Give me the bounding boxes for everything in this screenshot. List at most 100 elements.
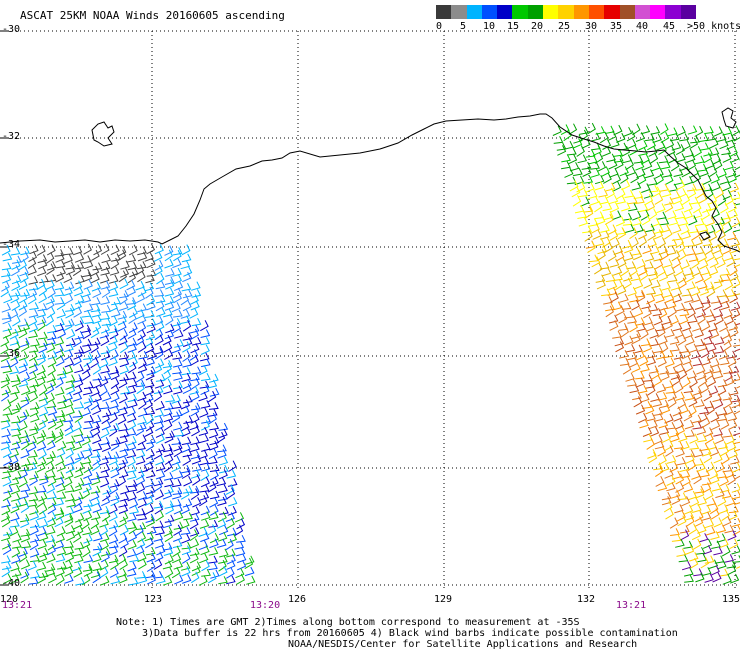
wind-barb [57, 370, 67, 380]
wind-barb [208, 547, 219, 556]
wind-barb [675, 538, 685, 548]
wind-barb [643, 374, 653, 382]
wind-barb [191, 402, 201, 411]
wind-barb [38, 258, 48, 270]
wind-barb [102, 485, 112, 495]
wind-barb [183, 266, 193, 277]
wind-barb [200, 329, 211, 338]
wind-barb [704, 573, 714, 583]
wind-barb [722, 181, 732, 192]
wind-barb [653, 287, 664, 297]
wind-barb [101, 371, 112, 382]
wind-barb [0, 351, 10, 362]
wind-barb [182, 289, 193, 299]
wind-barb [681, 139, 691, 151]
wind-barb [145, 342, 155, 354]
lat-label: -38 [2, 462, 21, 473]
wind-barb [568, 123, 578, 135]
wind-barb [629, 321, 638, 333]
wind-barb [635, 195, 645, 205]
wind-barb [173, 371, 183, 381]
wind-barb [135, 545, 145, 556]
wind-barb [226, 559, 236, 570]
wind-barb [633, 396, 643, 408]
wind-barb [665, 138, 675, 150]
wind-barb [181, 436, 192, 446]
wind-barb [154, 538, 165, 549]
wind-barb [108, 545, 118, 556]
wind-barb [63, 320, 73, 332]
wind-barb [642, 244, 652, 255]
wind-barb [72, 482, 83, 492]
wind-barb [610, 291, 619, 303]
wind-barb [732, 426, 740, 436]
wind-barb [156, 307, 166, 317]
wind-barb [29, 244, 39, 255]
wind-barb [182, 383, 192, 395]
wind-barb [137, 321, 147, 333]
wind-barb [137, 251, 148, 262]
wind-barb [705, 216, 716, 227]
wind-barb [694, 246, 705, 255]
wind-barb [101, 286, 111, 298]
colorbar-segment [497, 5, 513, 19]
wind-barb [658, 454, 667, 466]
wind-barb [18, 378, 29, 387]
island [91, 121, 115, 147]
wind-barb [108, 324, 119, 334]
wind-barb [137, 303, 147, 313]
wind-barb [730, 152, 740, 163]
wind-barb [198, 364, 208, 376]
wind-barb [210, 569, 220, 579]
wind-barb [99, 401, 110, 410]
wind-barb [47, 331, 57, 341]
wind-barb [723, 339, 732, 352]
wind-barb [20, 448, 30, 459]
wind-barb [47, 544, 56, 556]
wind-barb [155, 300, 165, 312]
wind-barb [640, 125, 651, 135]
wind-barb [128, 244, 138, 256]
wind-barb [28, 309, 39, 318]
wind-barb [64, 281, 75, 291]
wind-barb [38, 503, 48, 515]
wind-barb [2, 561, 12, 570]
wind-barb [128, 398, 138, 409]
wind-barb [717, 495, 727, 507]
wind-barb [189, 307, 199, 319]
wind-barb [181, 253, 192, 263]
wind-barb [612, 266, 623, 276]
wind-barb [55, 533, 65, 543]
wind-barb [38, 331, 48, 340]
wind-barb [692, 414, 702, 424]
wind-barb [165, 323, 175, 334]
wind-barb [145, 274, 155, 284]
wind-barb [698, 193, 707, 204]
wind-barb [693, 236, 703, 247]
wind-barb [708, 165, 718, 178]
colorbar-label: 5 [460, 21, 467, 32]
wind-barb [90, 496, 101, 507]
wind-barb [18, 292, 28, 304]
lon-label: 129 [434, 594, 453, 605]
wind-barb [156, 272, 165, 285]
wind-barb [190, 405, 200, 417]
wind-barb [118, 406, 128, 417]
wind-barb [182, 341, 191, 353]
wind-barb [92, 314, 102, 325]
wind-barb [703, 337, 713, 346]
wind-barb [144, 490, 155, 500]
wind-barb [1, 539, 12, 550]
wind-barb [162, 443, 173, 453]
wind-barb [45, 294, 55, 305]
wind-barb [108, 356, 118, 367]
wind-barb [37, 539, 48, 550]
wind-barb [155, 348, 164, 360]
wind-barb [613, 273, 623, 281]
wind-barb [72, 245, 83, 256]
note-line-1: Note: 1) Times are GMT 2)Times along bot… [116, 617, 580, 628]
wind-barb [9, 328, 19, 340]
wind-barb [118, 434, 128, 445]
wind-barb [110, 575, 121, 585]
wind-barb [90, 356, 99, 369]
